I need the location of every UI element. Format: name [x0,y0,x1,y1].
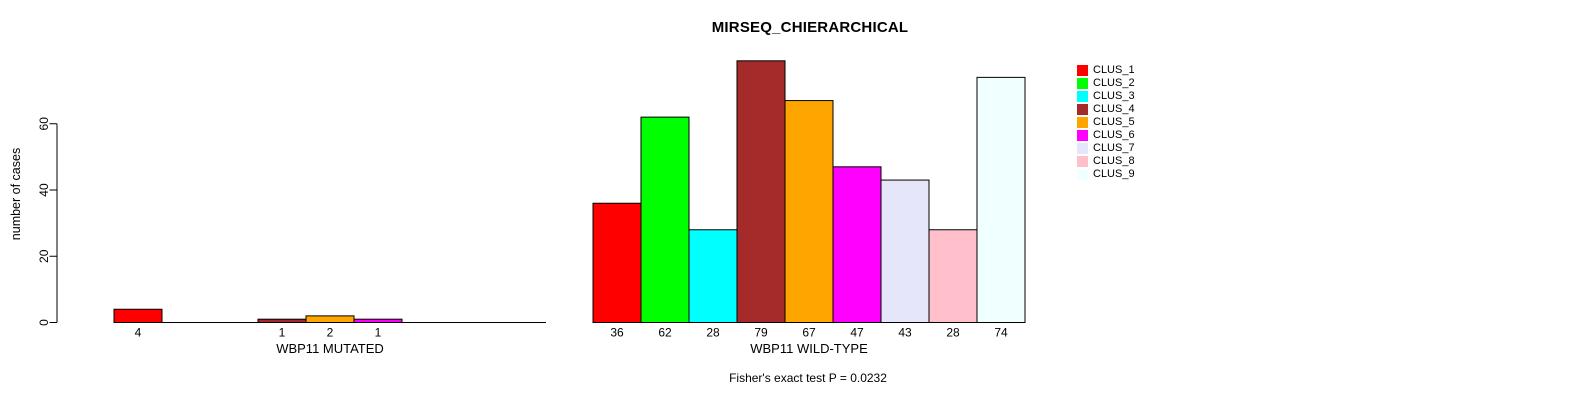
bar-value-label: 4 [135,326,142,340]
legend-swatch-CLUS_8 [1077,156,1088,167]
bar-value-label: 67 [802,326,816,340]
legend-item-CLUS_2: CLUS_2 [1077,78,1135,89]
bar-value-label: 2 [327,326,334,340]
bar-CLUS_3-group1 [688,229,738,323]
legend-label-CLUS_7: CLUS_7 [1093,142,1135,154]
y-tick-label-0: 0 [37,319,51,326]
legend-item-CLUS_8: CLUS_8 [1077,156,1135,167]
legend-item-CLUS_1: CLUS_1 [1077,65,1135,76]
bar-value-label: 47 [850,326,864,340]
bar-value-label: 79 [754,326,768,340]
bar-value-label: 36 [610,326,624,340]
bar-CLUS_6-group1 [832,166,882,323]
legend: CLUS_1 CLUS_2 CLUS_3 CLUS_4 CLUS_5 CLUS_6 CLUS… [1077,65,1135,182]
bar-value-label: 28 [946,326,960,340]
legend-label-CLUS_4: CLUS_4 [1093,103,1135,115]
legend-item-CLUS_3: CLUS_3 [1077,91,1135,102]
bar-value-label: 74 [994,326,1008,340]
legend-item-CLUS_4: CLUS_4 [1077,104,1135,115]
legend-swatch-CLUS_1 [1077,65,1088,76]
legend-label-CLUS_5: CLUS_5 [1093,116,1135,128]
legend-swatch-CLUS_7 [1077,143,1088,154]
bar-CLUS_4-group1 [736,60,786,323]
bar-CLUS_2-group1 [640,116,690,323]
bar-CLUS_6-group0 [353,318,403,323]
chart-title: MIRSEQ_CHIERARCHICAL [711,19,909,36]
legend-item-CLUS_9: CLUS_9 [1077,169,1135,180]
legend-label-CLUS_3: CLUS_3 [1093,90,1135,102]
bar-value-label: 1 [279,326,286,340]
bar-value-label: 1 [375,326,382,340]
legend-swatch-CLUS_5 [1077,117,1088,128]
legend-item-CLUS_7: CLUS_7 [1077,143,1135,154]
bar-CLUS_5-group1 [784,100,834,323]
bar-CLUS_5-group0 [305,315,355,323]
legend-swatch-CLUS_6 [1077,130,1088,141]
bar-CLUS_7-group1 [880,179,930,323]
legend-swatch-CLUS_2 [1077,78,1088,89]
legend-swatch-CLUS_9 [1077,169,1088,180]
legend-item-CLUS_5: CLUS_5 [1077,117,1135,128]
group-label-0: WBP11 MUTATED [276,341,384,356]
bar-CLUS_9-group1 [976,76,1026,323]
legend-label-CLUS_1: CLUS_1 [1093,64,1135,76]
legend-swatch-CLUS_3 [1077,91,1088,102]
bar-value-label: 28 [706,326,720,340]
bar-CLUS_8-group1 [928,229,978,323]
bar-CLUS_1-group1 [592,202,642,323]
bar-value-label: 62 [658,326,672,340]
group-label-1: WBP11 WILD-TYPE [750,341,868,356]
bar-CLUS_4-group0 [257,318,307,323]
bar-value-label: 43 [898,326,912,340]
legend-label-CLUS_9: CLUS_9 [1093,168,1135,180]
legend-label-CLUS_2: CLUS_2 [1093,77,1135,89]
y-tick-label-20: 20 [37,249,51,263]
legend-label-CLUS_8: CLUS_8 [1093,155,1135,167]
fisher-test-annotation: Fisher's exact test P = 0.0232 [729,371,887,385]
bar-CLUS_1-group0 [113,308,163,323]
legend-swatch-CLUS_4 [1077,104,1088,115]
legend-label-CLUS_6: CLUS_6 [1093,129,1135,141]
y-tick-label-40: 40 [37,183,51,197]
legend-item-CLUS_6: CLUS_6 [1077,130,1135,141]
y-tick-label-60: 60 [37,117,51,131]
